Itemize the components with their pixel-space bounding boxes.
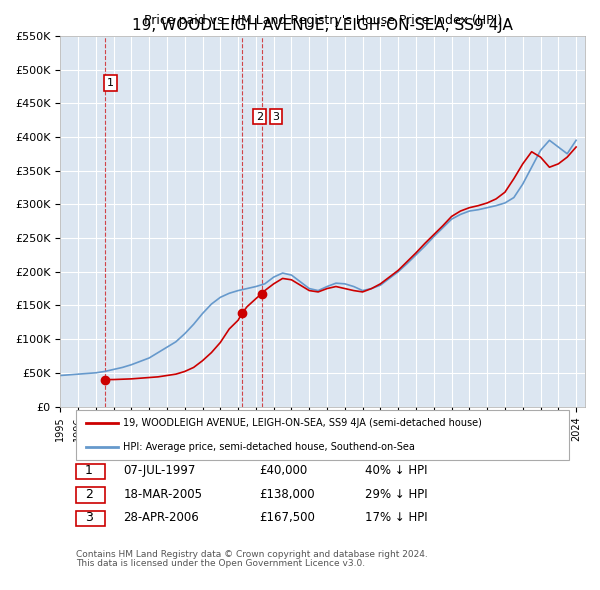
- Text: 07-JUL-1997: 07-JUL-1997: [123, 464, 196, 477]
- Text: £167,500: £167,500: [260, 511, 316, 524]
- FancyBboxPatch shape: [76, 511, 105, 526]
- Text: 1: 1: [107, 78, 114, 88]
- FancyBboxPatch shape: [76, 464, 105, 479]
- Text: 19, WOODLEIGH AVENUE, LEIGH-ON-SEA, SS9 4JA (semi-detached house): 19, WOODLEIGH AVENUE, LEIGH-ON-SEA, SS9 …: [123, 418, 482, 428]
- Title: 19, WOODLEIGH AVENUE, LEIGH-ON-SEA, SS9 4JA: 19, WOODLEIGH AVENUE, LEIGH-ON-SEA, SS9 …: [132, 18, 513, 33]
- Text: HPI: Average price, semi-detached house, Southend-on-Sea: HPI: Average price, semi-detached house,…: [123, 442, 415, 452]
- Text: 29% ↓ HPI: 29% ↓ HPI: [365, 487, 427, 501]
- Text: 1: 1: [85, 464, 93, 477]
- Text: Contains HM Land Registry data © Crown copyright and database right 2024.: Contains HM Land Registry data © Crown c…: [76, 550, 428, 559]
- FancyBboxPatch shape: [76, 410, 569, 460]
- FancyBboxPatch shape: [76, 487, 105, 503]
- Text: £40,000: £40,000: [260, 464, 308, 477]
- Text: 18-MAR-2005: 18-MAR-2005: [123, 487, 202, 501]
- Text: 2: 2: [256, 112, 263, 122]
- Text: Price paid vs. HM Land Registry's House Price Index (HPI): Price paid vs. HM Land Registry's House …: [143, 14, 502, 27]
- Text: 17% ↓ HPI: 17% ↓ HPI: [365, 511, 427, 524]
- Text: 2: 2: [85, 487, 93, 501]
- Text: 3: 3: [85, 511, 93, 524]
- Text: 3: 3: [272, 112, 280, 122]
- Text: 28-APR-2006: 28-APR-2006: [123, 511, 199, 524]
- Text: £138,000: £138,000: [260, 487, 315, 501]
- Text: 40% ↓ HPI: 40% ↓ HPI: [365, 464, 427, 477]
- Text: This data is licensed under the Open Government Licence v3.0.: This data is licensed under the Open Gov…: [76, 559, 365, 568]
